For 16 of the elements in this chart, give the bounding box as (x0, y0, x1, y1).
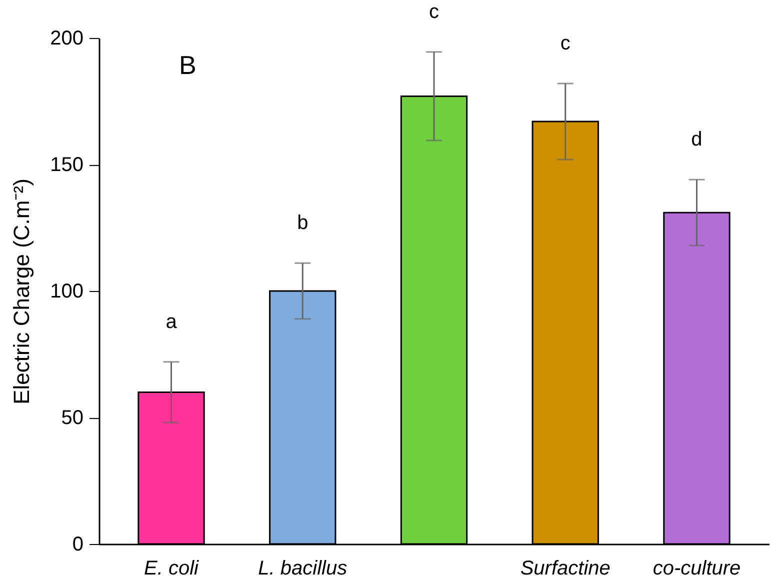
annotation: B (179, 50, 196, 80)
x-tick-label: E. coli (144, 558, 200, 580)
annotation: d (691, 128, 702, 151)
x-tick-label: co-culture (652, 558, 741, 580)
text: c (429, 0, 439, 23)
x-tick-label: L. bacillus (258, 558, 348, 580)
annotation: c (560, 32, 570, 55)
x-tick-label: Surfactine (520, 558, 610, 580)
annotation: b (297, 212, 308, 234)
y-tick-label: 100 (50, 280, 84, 302)
y-tick-label: 0 (72, 534, 84, 556)
y-tick-label: 150 (50, 154, 84, 176)
annotation: a (166, 310, 178, 333)
y-tick-label: 200 (50, 28, 84, 50)
y-tick-label: 50 (61, 407, 84, 429)
y-axis-title: Electric Charge (C.m⁻²) (9, 178, 34, 404)
